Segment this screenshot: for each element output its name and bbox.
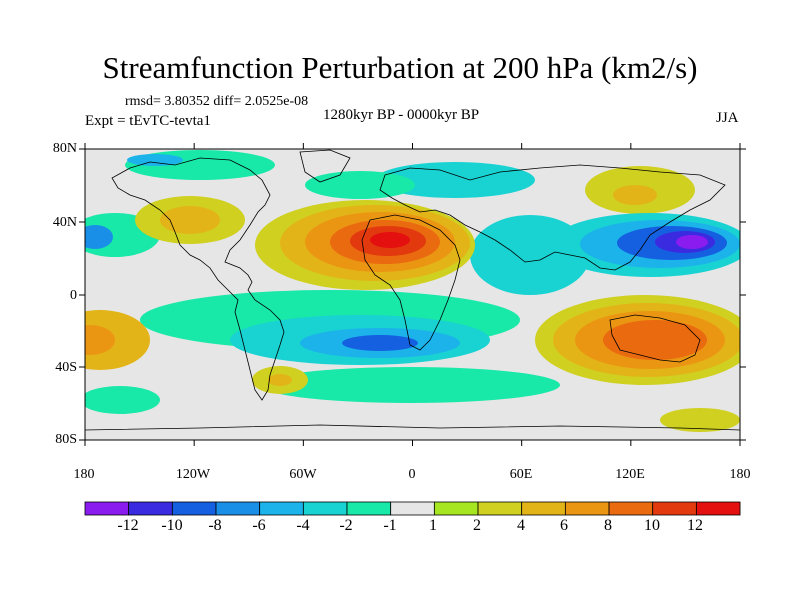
lon-label-60e: 60E (509, 467, 533, 482)
map-title: Streamfunction Perturbation at 200 hPa (… (102, 50, 698, 85)
colorbar-label: -2 (339, 517, 353, 534)
colorbar-box (302, 501, 348, 516)
colorbar-label: 4 (517, 517, 525, 534)
band-pacific-north-core (85, 225, 113, 249)
colorbar-box (215, 501, 261, 516)
colorbar-label: -12 (117, 517, 139, 534)
colorbar-label: -8 (208, 517, 222, 534)
colorbar-label: -4 (296, 517, 310, 534)
lon-label-120e: 120E (615, 467, 645, 482)
band-sahara-core (370, 232, 410, 248)
colorbar-label: 10 (644, 517, 660, 534)
band-antarctic-yellow (660, 408, 740, 432)
colorbar-label: 6 (560, 517, 568, 534)
band-siberia-core (613, 185, 657, 205)
period-label: 1280kyr BP - 0000kyr BP (323, 107, 480, 123)
season-label: JJA (716, 110, 739, 126)
lon-label-0: 0 (408, 467, 416, 482)
greenland-coast (299, 149, 351, 183)
band-north-cyan (375, 162, 535, 198)
americas-coast (111, 157, 285, 401)
band-north-green (305, 171, 415, 199)
colorbar-box (608, 501, 654, 516)
colorbar-box (564, 501, 610, 516)
lon-label-60w: 60W (289, 467, 317, 482)
colorbar-label: 1 (429, 517, 437, 534)
colorbar-box (346, 501, 392, 516)
colorbar-label: -6 (252, 517, 266, 534)
band-australia-core (603, 320, 707, 360)
lat-label-80s: 80S (55, 432, 77, 447)
band-wpacific-south (85, 310, 150, 370)
colorbar-box (390, 501, 435, 516)
colorbar-label: -1 (383, 517, 397, 534)
lon-label-120w: 120W (175, 467, 211, 482)
eurasia-coast (379, 164, 726, 271)
lon-label-180e: 180 (729, 467, 751, 482)
coastlines (85, 149, 740, 431)
colorbar-box (171, 501, 217, 516)
band-wpacific-south-core (85, 325, 115, 355)
band-south-pacific-green (85, 386, 160, 414)
stats-text: rmsd= 3.80352 diff= 2.0525e-08 (125, 94, 309, 109)
lat-label-40n: 40N (52, 215, 77, 230)
band-pacific-low-center (676, 235, 708, 249)
streamfunction-field (85, 150, 740, 432)
colorbar-box (521, 501, 566, 516)
lon-label-180w: 180 (73, 467, 95, 482)
band-namerica-core (160, 206, 220, 234)
band-south-core (342, 335, 418, 351)
africa-coast (361, 214, 461, 351)
colorbar-label: 2 (473, 517, 481, 534)
band-arctic-blue (127, 154, 183, 166)
colorbar-box (84, 501, 130, 516)
lat-label-80n: 80N (52, 141, 77, 156)
colorbar-box (128, 501, 173, 516)
colorbar-label: 8 (604, 517, 612, 534)
band-patagonia-core (268, 374, 292, 386)
axis-ticks (79, 143, 746, 446)
colorbar-box (652, 501, 697, 516)
lat-label-40s: 40S (55, 360, 77, 375)
lat-label-eq: 0 (70, 288, 77, 303)
experiment-label: Expt = tEvTC-tevta1 (85, 113, 211, 129)
colorbar-label: -10 (161, 517, 183, 534)
australia-coast (609, 314, 701, 363)
antarctica-coast (85, 424, 740, 431)
band-southern-ocean (260, 367, 560, 403)
colorbar (84, 501, 741, 516)
colorbar-box (433, 501, 479, 516)
colorbar-box (695, 501, 741, 516)
colorbar-box (477, 501, 523, 516)
colorbar-label: 12 (687, 517, 703, 534)
colorbar-box (259, 501, 304, 516)
